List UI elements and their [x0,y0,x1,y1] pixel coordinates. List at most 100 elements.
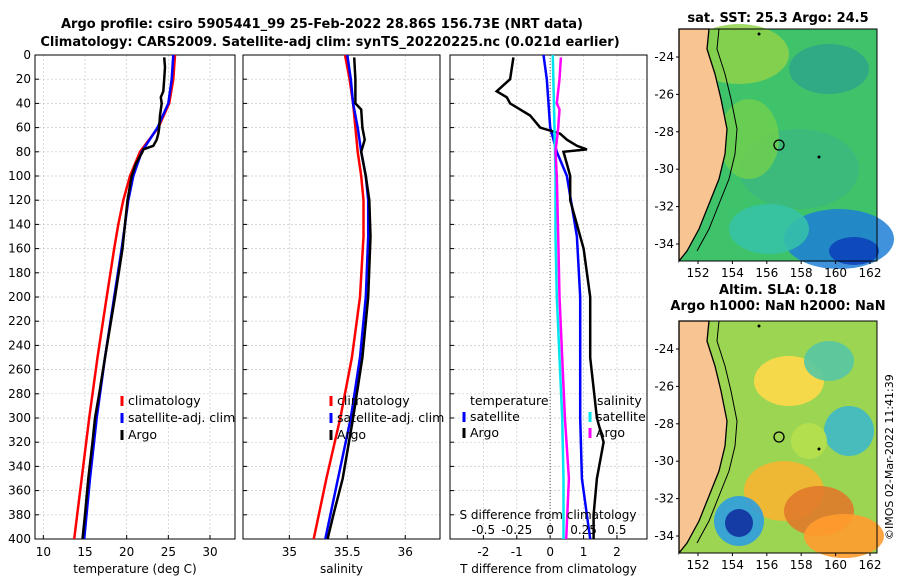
series-line-s-argo [554,57,571,540]
top-x-tick-label: 0.5 [607,523,626,537]
sla-patch [725,509,753,537]
map-title: Altim. SLA: 0.18 [719,283,837,298]
y-tick-label: 40 [16,96,31,110]
map-x-tick-label: 158 [790,558,813,572]
legend-s-header: salinity [597,393,642,408]
top-x-tick-label: 0 [546,523,554,537]
legend-entry: Argo [128,427,157,442]
x-tick-label: -2 [477,545,489,559]
map-y-tick-label: -28 [654,125,674,139]
figure-title-line1: Argo profile: csiro 5905441_99 25-Feb-20… [61,17,583,32]
sst-patch [829,237,879,265]
legend-t-entry: Argo [470,425,499,440]
sla-patch [804,514,884,558]
y-tick-label: 60 [16,121,31,135]
sla-patch [791,423,827,459]
map-y-tick-label: -32 [654,200,674,214]
x-tick-label: 30 [202,545,217,559]
legend-t-entry: satellite [470,409,520,424]
legend-entry: climatology [337,393,410,408]
x-axis-label: temperature (deg C) [73,562,196,576]
shelf-contour [696,28,738,252]
map-y-tick-label: -30 [654,454,674,468]
legend-entry: climatology [128,393,201,408]
watermark: ©IMOS 02-Mar-2022 11:41:39 [883,374,896,540]
top-axis-label: S difference from climatology [460,508,637,522]
sla-patch [804,341,854,381]
map-y-tick-label: -26 [654,87,674,101]
y-tick-label: 140 [8,217,31,231]
land-mass [678,320,728,555]
land-mass [678,28,728,263]
legend-entry: satellite-adj. clim [128,410,235,425]
x-tick-label: 0 [546,545,554,559]
map-x-tick-label: 160 [824,558,847,572]
y-tick-label: 160 [8,242,31,256]
series-line-argo [326,57,372,540]
profile-dot [817,155,821,159]
map-sst: -24 -26 -28 -30 -32 -34 152 154 156 158 160 162 sat.… [654,11,894,280]
y-tick-label: 260 [8,363,31,377]
panel-temp: 10 15 20 25 30020406080100120140160180200220… [8,48,236,576]
map-x-tick-label: 156 [755,558,778,572]
x-tick-label: 25 [161,545,176,559]
map-y-tick-label: -24 [654,50,674,64]
x-axis-label: T difference from climatology [459,562,637,576]
profile-dot [757,32,761,36]
series-line-argo [81,57,167,540]
top-x-tick-label: 0.25 [570,523,597,537]
x-tick-label: 2 [613,545,621,559]
legend-s-entry: Argo [596,425,625,440]
panel-sal: 35 35.5 36 salinity climatology satellite-adj… [242,54,444,576]
y-tick-label: 120 [8,193,31,207]
y-tick-label: 220 [8,314,31,328]
x-tick-label: 20 [119,545,134,559]
series-line-s-satellite [551,54,565,539]
sla-patch [824,406,874,456]
x-tick-label: 1 [580,545,588,559]
legend-s-entry: satellite [596,409,646,424]
panel-diff: -2 -1 0 1 2 T difference from climatology temp… [449,54,648,576]
map-y-tick-label: -32 [654,492,674,506]
y-tick-label: 180 [8,266,31,280]
y-tick-label: 100 [8,169,31,183]
top-x-tick-label: -0.5 [472,523,495,537]
map-x-tick-label: 154 [721,266,744,280]
map-y-tick-label: -30 [654,162,674,176]
map-x-tick-label: 158 [790,266,813,280]
y-tick-label: 300 [8,411,31,425]
map-title: sat. SST: 25.3 Argo: 24.5 [687,11,868,26]
x-tick-label: -1 [511,545,523,559]
y-tick-label: 0 [23,48,31,62]
axes-frame [242,54,441,540]
argo-float-marker [773,431,785,443]
map-x-tick-label: 152 [687,558,710,572]
legend-entry: satellite-adj. clim [337,410,444,425]
shelf-contour [696,320,738,544]
y-tick-label: 280 [8,387,31,401]
x-tick-label: 35.5 [334,545,361,559]
y-tick-label: 340 [8,459,31,473]
figure-title-line2: Climatology: CARS2009. Satellite-adj cli… [40,35,619,50]
y-tick-label: 200 [8,290,31,304]
map-y-tick-label: -34 [654,529,674,543]
map-x-tick-label: 162 [859,558,882,572]
map-y-tick-label: -24 [654,342,674,356]
y-tick-label: 400 [8,532,31,546]
legend-entry: Argo [337,427,366,442]
map-x-tick-label: 160 [824,266,847,280]
y-tick-label: 360 [8,484,31,498]
map-sla: -24 -26 -28 -30 -32 -34 152 154 156 158 160 162 Alti… [654,283,885,572]
x-tick-label: 35 [282,545,297,559]
y-tick-label: 80 [16,145,31,159]
top-x-tick-label: -0.25 [501,523,532,537]
map-frame [678,320,878,554]
sst-patch [719,99,779,179]
map-x-tick-label: 156 [755,266,778,280]
x-tick-label: 10 [36,545,51,559]
profile-dot [757,324,761,328]
axes-frame [449,54,648,540]
map-title: Argo h1000: NaN h2000: NaN [670,299,885,314]
sst-patch [729,204,809,254]
